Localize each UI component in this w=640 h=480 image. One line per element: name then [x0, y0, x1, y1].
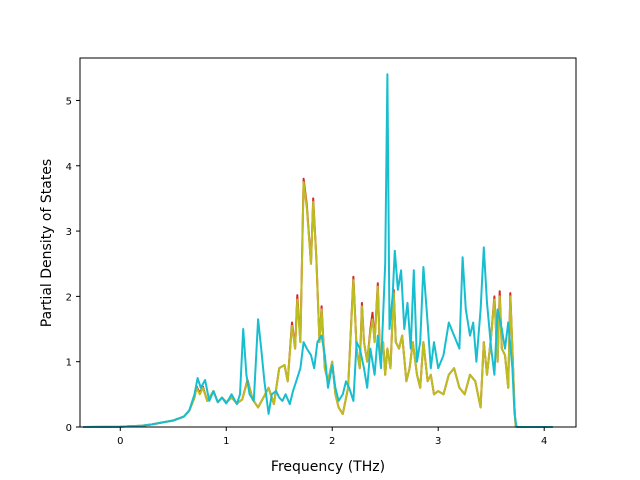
x-tick-label: 0: [117, 436, 123, 447]
x-axis-label: Frequency (THz): [271, 459, 385, 475]
y-tick-label: 1: [66, 358, 72, 369]
x-tick-label: 1: [223, 436, 229, 447]
axes-layer: 0 1 2 3 4 0 1 2 3 4 5: [66, 57, 577, 447]
axes-frame: [79, 57, 577, 428]
y-tick-label: 4: [66, 162, 72, 173]
x-tick-label: 3: [435, 436, 441, 447]
x-tick-label: 2: [329, 436, 335, 447]
y-axis-label: Partial Density of States: [39, 159, 55, 327]
y-tick-label: 3: [66, 227, 72, 238]
series-layer: [83, 73, 553, 428]
y-tick-label: 2: [66, 292, 72, 303]
x-tick-label: 4: [541, 436, 547, 447]
y-tick-label: 0: [66, 423, 72, 434]
y-tick-label: 5: [66, 96, 72, 107]
series-line-2: [83, 73, 553, 428]
